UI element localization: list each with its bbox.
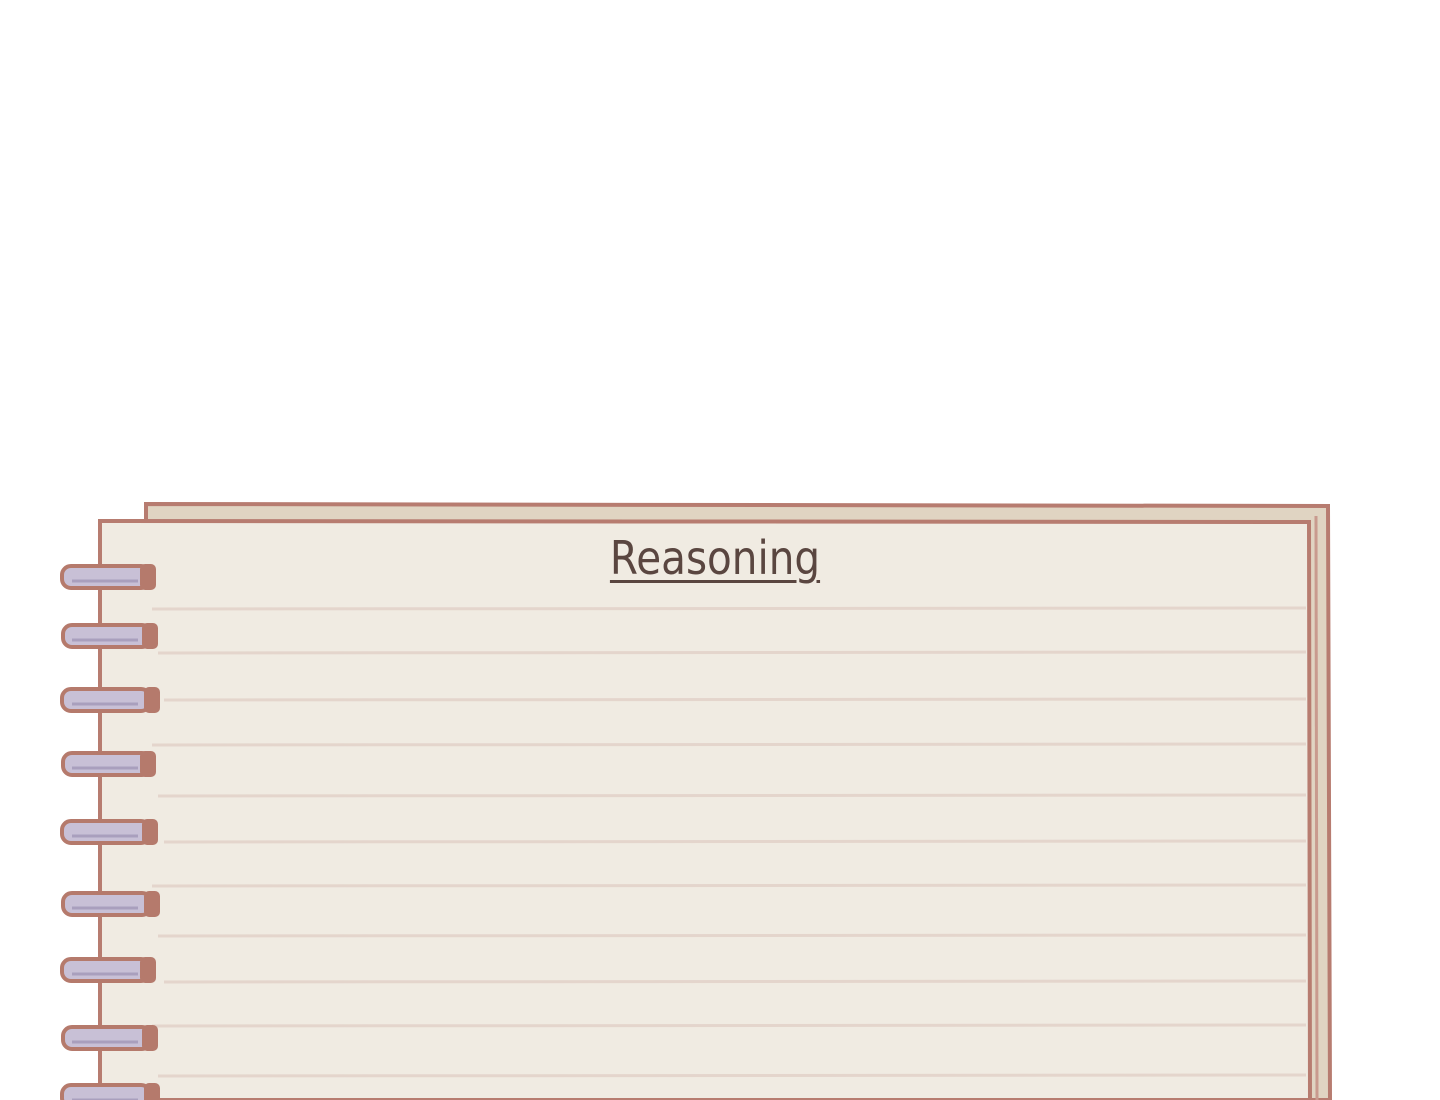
ruled-line <box>157 650 1307 655</box>
spiral-ring <box>61 891 160 917</box>
ruled-lines <box>151 606 1307 1078</box>
spiral-ring <box>61 1025 158 1051</box>
ruled-line <box>151 883 1307 888</box>
page-title: Reasoning <box>609 531 821 585</box>
spiral-ring <box>60 564 156 590</box>
spiral-ring <box>60 687 160 713</box>
ruled-line <box>151 606 1307 611</box>
ruled-line <box>163 839 1307 844</box>
ruled-line <box>151 742 1307 747</box>
ruled-line <box>157 933 1307 938</box>
spiral-ring <box>60 819 158 845</box>
page-edge <box>1314 515 1319 1100</box>
ruled-line <box>151 1023 1307 1028</box>
spiral-ring <box>61 751 156 777</box>
spiral-ring <box>60 1083 160 1100</box>
ruled-line <box>163 979 1307 984</box>
ruled-line <box>163 697 1307 702</box>
ruled-line <box>157 1073 1307 1078</box>
spiral-rings <box>60 564 160 1100</box>
ruled-line <box>157 793 1307 798</box>
spiral-ring <box>61 623 158 649</box>
spiral-ring <box>60 957 156 983</box>
